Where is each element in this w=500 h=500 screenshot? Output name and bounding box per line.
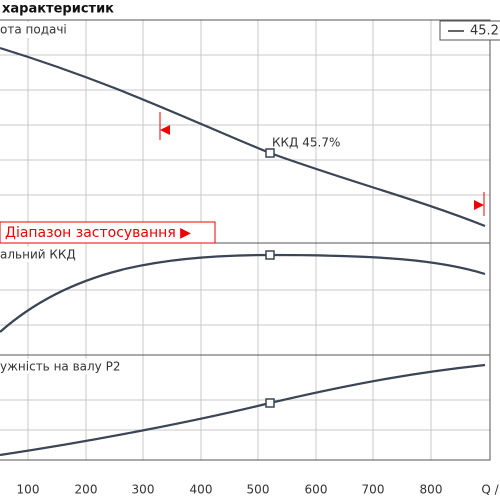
label-bg — [0, 247, 72, 262]
power-curve — [0, 363, 486, 457]
x-tick-label: 800 — [420, 483, 443, 497]
x-tick-label: Q / — [481, 483, 499, 497]
title: характеристик — [2, 2, 114, 17]
panel-frame — [0, 354, 491, 461]
legend-label: 45.2 — [470, 24, 499, 39]
panel-label: альний ККД — [0, 248, 76, 262]
x-tick-label: 300 — [132, 483, 155, 497]
panel-frame — [0, 19, 491, 244]
x-axis: 100 200 300 400 500 600 700 800 Q / — [17, 483, 500, 497]
duty-point — [265, 250, 275, 260]
label-bg — [0, 359, 132, 374]
x-tick-label: 100 — [17, 483, 40, 497]
range-box — [0, 221, 216, 244]
x-tick-label: 200 — [75, 483, 98, 497]
legend-box — [439, 20, 500, 41]
range-label: Діапазон застосування ▶ — [5, 225, 191, 241]
head-curve — [0, 46, 486, 228]
x-tick-label: 500 — [247, 483, 270, 497]
x-tick-label: 700 — [362, 483, 385, 497]
duty-point — [265, 398, 275, 408]
x-tick-label: 400 — [190, 483, 213, 497]
range-arrow — [474, 200, 484, 210]
label-bg — [0, 22, 70, 38]
panel-label: ужність на валу P2 — [0, 360, 120, 374]
point-label: ККД 45.7% — [272, 136, 340, 150]
duty-point — [265, 148, 275, 158]
efficiency-curve — [0, 253, 486, 333]
x-tick-label: 600 — [305, 483, 328, 497]
panel-label: ота подачі — [0, 23, 67, 37]
range-arrow — [160, 125, 170, 135]
